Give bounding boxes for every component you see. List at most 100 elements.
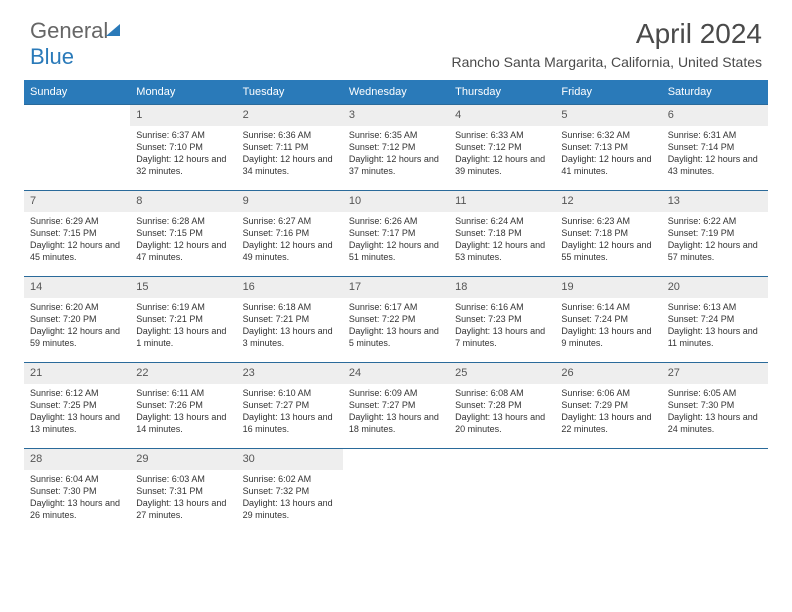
day-number: 8 [130,191,236,212]
daylight-text: Daylight: 12 hours and 32 minutes. [136,153,230,177]
day-number: 2 [237,105,343,126]
day-number: 15 [130,277,236,298]
calendar-body: 1Sunrise: 6:37 AMSunset: 7:10 PMDaylight… [24,105,768,535]
calendar-day-cell: 21Sunrise: 6:12 AMSunset: 7:25 PMDayligh… [24,363,130,449]
sunset-text: Sunset: 7:12 PM [455,141,549,153]
day-number: 5 [555,105,661,126]
sunrise-text: Sunrise: 6:24 AM [455,215,549,227]
sunset-text: Sunset: 7:14 PM [668,141,762,153]
calendar-table: Sunday Monday Tuesday Wednesday Thursday… [24,80,768,535]
daylight-text: Daylight: 12 hours and 53 minutes. [455,239,549,263]
day-number: 17 [343,277,449,298]
calendar-week-row: 21Sunrise: 6:12 AMSunset: 7:25 PMDayligh… [24,363,768,449]
brand-word-2: Blue [30,44,74,69]
calendar-day-cell: 12Sunrise: 6:23 AMSunset: 7:18 PMDayligh… [555,191,661,277]
calendar-day-cell: 26Sunrise: 6:06 AMSunset: 7:29 PMDayligh… [555,363,661,449]
sunrise-text: Sunrise: 6:10 AM [243,387,337,399]
sunset-text: Sunset: 7:12 PM [349,141,443,153]
day-number: 29 [130,449,236,470]
daylight-text: Daylight: 13 hours and 7 minutes. [455,325,549,349]
sunrise-text: Sunrise: 6:36 AM [243,129,337,141]
daylight-text: Daylight: 12 hours and 51 minutes. [349,239,443,263]
sunset-text: Sunset: 7:17 PM [349,227,443,239]
calendar-day-cell: 5Sunrise: 6:32 AMSunset: 7:13 PMDaylight… [555,105,661,191]
calendar-day-cell: 19Sunrise: 6:14 AMSunset: 7:24 PMDayligh… [555,277,661,363]
calendar-day-cell [555,449,661,535]
calendar-day-cell: 6Sunrise: 6:31 AMSunset: 7:14 PMDaylight… [662,105,768,191]
sunrise-text: Sunrise: 6:18 AM [243,301,337,313]
sunset-text: Sunset: 7:27 PM [243,399,337,411]
sunset-text: Sunset: 7:29 PM [561,399,655,411]
sunrise-text: Sunrise: 6:35 AM [349,129,443,141]
sunrise-text: Sunrise: 6:33 AM [455,129,549,141]
daylight-text: Daylight: 12 hours and 41 minutes. [561,153,655,177]
daylight-text: Daylight: 13 hours and 22 minutes. [561,411,655,435]
location-subtitle: Rancho Santa Margarita, California, Unit… [452,54,763,70]
daylight-text: Daylight: 13 hours and 9 minutes. [561,325,655,349]
sunrise-text: Sunrise: 6:09 AM [349,387,443,399]
calendar-day-cell [449,449,555,535]
daylight-text: Daylight: 13 hours and 20 minutes. [455,411,549,435]
day-number: 9 [237,191,343,212]
day-number: 23 [237,363,343,384]
calendar-day-cell: 22Sunrise: 6:11 AMSunset: 7:26 PMDayligh… [130,363,236,449]
day-number: 20 [662,277,768,298]
sunrise-text: Sunrise: 6:17 AM [349,301,443,313]
day-number: 14 [24,277,130,298]
sunset-text: Sunset: 7:26 PM [136,399,230,411]
calendar-day-cell: 14Sunrise: 6:20 AMSunset: 7:20 PMDayligh… [24,277,130,363]
daylight-text: Daylight: 12 hours and 47 minutes. [136,239,230,263]
calendar-day-cell: 17Sunrise: 6:17 AMSunset: 7:22 PMDayligh… [343,277,449,363]
sunset-text: Sunset: 7:15 PM [136,227,230,239]
daylight-text: Daylight: 13 hours and 26 minutes. [30,497,124,521]
sunrise-text: Sunrise: 6:16 AM [455,301,549,313]
calendar-day-cell: 10Sunrise: 6:26 AMSunset: 7:17 PMDayligh… [343,191,449,277]
calendar-day-cell: 23Sunrise: 6:10 AMSunset: 7:27 PMDayligh… [237,363,343,449]
calendar-day-cell: 27Sunrise: 6:05 AMSunset: 7:30 PMDayligh… [662,363,768,449]
calendar-day-cell: 28Sunrise: 6:04 AMSunset: 7:30 PMDayligh… [24,449,130,535]
daylight-text: Daylight: 13 hours and 5 minutes. [349,325,443,349]
daylight-text: Daylight: 13 hours and 24 minutes. [668,411,762,435]
daylight-text: Daylight: 12 hours and 43 minutes. [668,153,762,177]
sunset-text: Sunset: 7:13 PM [561,141,655,153]
day-number: 16 [237,277,343,298]
sunrise-text: Sunrise: 6:29 AM [30,215,124,227]
day-number: 6 [662,105,768,126]
sunrise-text: Sunrise: 6:06 AM [561,387,655,399]
sunrise-text: Sunrise: 6:28 AM [136,215,230,227]
daylight-text: Daylight: 13 hours and 13 minutes. [30,411,124,435]
day-header: Wednesday [343,80,449,105]
daylight-text: Daylight: 12 hours and 45 minutes. [30,239,124,263]
calendar-week-row: 7Sunrise: 6:29 AMSunset: 7:15 PMDaylight… [24,191,768,277]
day-header: Tuesday [237,80,343,105]
day-number: 7 [24,191,130,212]
page-title: April 2024 [636,18,762,50]
daylight-text: Daylight: 12 hours and 37 minutes. [349,153,443,177]
sunset-text: Sunset: 7:30 PM [668,399,762,411]
sunset-text: Sunset: 7:24 PM [561,313,655,325]
daylight-text: Daylight: 12 hours and 55 minutes. [561,239,655,263]
day-header: Monday [130,80,236,105]
sunset-text: Sunset: 7:27 PM [349,399,443,411]
day-header: Sunday [24,80,130,105]
sunset-text: Sunset: 7:28 PM [455,399,549,411]
sunrise-text: Sunrise: 6:08 AM [455,387,549,399]
daylight-text: Daylight: 13 hours and 27 minutes. [136,497,230,521]
day-number: 18 [449,277,555,298]
calendar-day-cell: 13Sunrise: 6:22 AMSunset: 7:19 PMDayligh… [662,191,768,277]
sunset-text: Sunset: 7:19 PM [668,227,762,239]
day-number: 13 [662,191,768,212]
sunset-text: Sunset: 7:31 PM [136,485,230,497]
day-header: Friday [555,80,661,105]
sunrise-text: Sunrise: 6:19 AM [136,301,230,313]
day-number: 21 [24,363,130,384]
calendar-header-row: Sunday Monday Tuesday Wednesday Thursday… [24,80,768,105]
sunrise-text: Sunrise: 6:03 AM [136,473,230,485]
sunset-text: Sunset: 7:18 PM [561,227,655,239]
daylight-text: Daylight: 13 hours and 14 minutes. [136,411,230,435]
calendar-day-cell: 24Sunrise: 6:09 AMSunset: 7:27 PMDayligh… [343,363,449,449]
sunrise-text: Sunrise: 6:20 AM [30,301,124,313]
sunset-text: Sunset: 7:23 PM [455,313,549,325]
sunset-text: Sunset: 7:24 PM [668,313,762,325]
daylight-text: Daylight: 13 hours and 1 minute. [136,325,230,349]
